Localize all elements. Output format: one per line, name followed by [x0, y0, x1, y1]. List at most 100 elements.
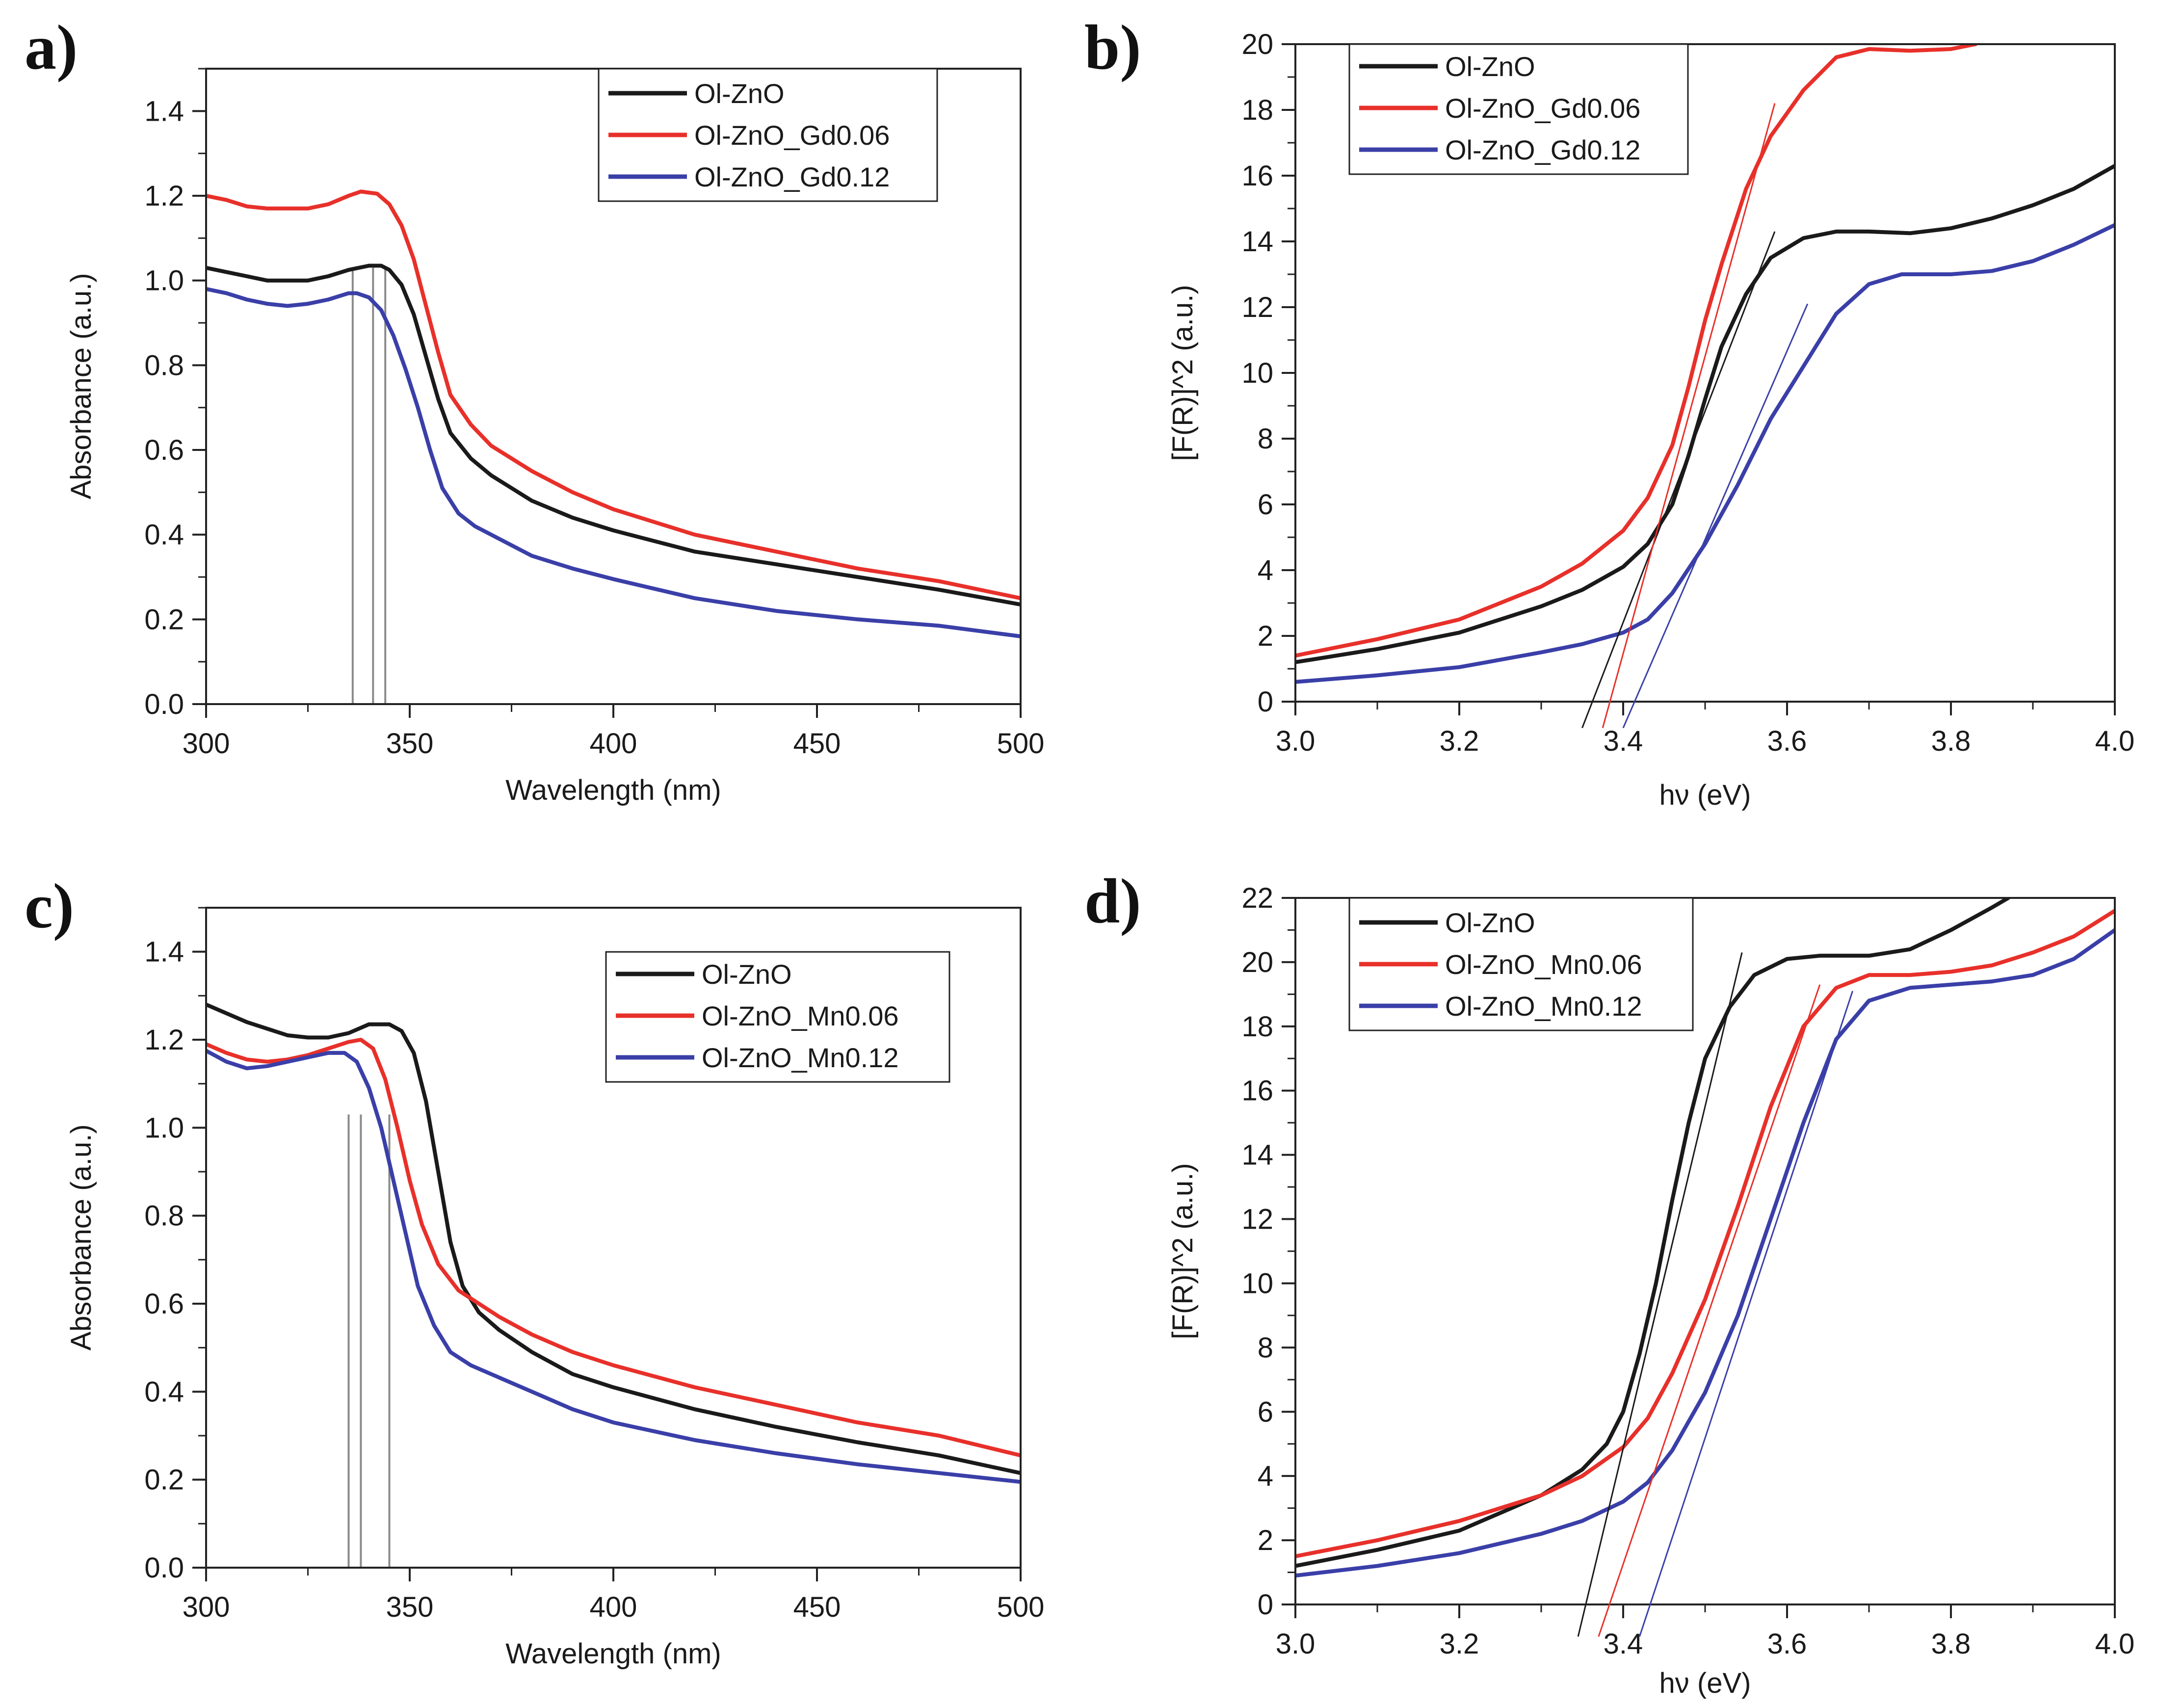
panel-d-ytick-label-1: 2	[1258, 1524, 1273, 1556]
panel-d-ytick-label-10: 20	[1241, 946, 1273, 978]
panel-c-series-2	[206, 1049, 1021, 1484]
panel-a: a) 300 350 400 450 500 0.0 0.2 0.4 0.6 0.8 1.0 1.2 1…	[25, 12, 1044, 806]
panel-b-ytick-label-7: 14	[1241, 226, 1273, 258]
panel-b-label: b)	[1084, 12, 1141, 83]
panel-d-ylabel: [F(R)]^2 (a.u.)	[1167, 1163, 1199, 1339]
panel-a-ytick-label-2: 0.4	[144, 519, 184, 551]
panel-c-xlabel: Wavelength (nm)	[505, 1638, 721, 1670]
panel-a-series-2	[206, 287, 1021, 638]
panel-b: b) 3.0 3.2 3.4 3.6 3.8 4.0 0 2 4 6 8 10 12 14 16 18 20 h…	[1084, 12, 2134, 811]
panel-d-ytick-label-8: 16	[1241, 1075, 1273, 1107]
panel-c-xtick-label-4: 500	[997, 1591, 1045, 1623]
panel-d-ytick-label-0: 0	[1258, 1589, 1273, 1621]
panel-b-tangent-line-0	[1581, 231, 1776, 729]
panel-d-xtick-label-5: 4.0	[2095, 1628, 2135, 1660]
panel-c-legend-label-0: Ol-ZnO	[702, 959, 792, 990]
panel-a-series-0	[206, 263, 1021, 607]
panel-a-xtick-label-0: 300	[183, 728, 230, 760]
panel-b-legend: Ol-ZnO Ol-ZnO_Gd0.06 Ol-ZnO_Gd0.12	[1348, 43, 1689, 175]
panel-c-ytick-label-2: 0.4	[144, 1376, 184, 1408]
panel-c-ytick-label-7: 1.4	[144, 936, 184, 968]
panel-d-legend-label-1: Ol-ZnO_Mn0.06	[1445, 949, 1642, 980]
panel-c-ytick-label-1: 0.2	[144, 1464, 184, 1496]
panel-b-ytick-label-0: 0	[1258, 686, 1273, 718]
panel-a-legend-label-2: Ol-ZnO_Gd0.12	[694, 161, 890, 192]
panel-d-ytick-label-4: 8	[1258, 1332, 1273, 1364]
panel-c-ytick-label-6: 1.2	[144, 1024, 184, 1056]
panel-a-legend: Ol-ZnO Ol-ZnO_Gd0.06 Ol-ZnO_Gd0.12	[598, 68, 938, 202]
panel-d-xtick-label-3: 3.6	[1767, 1628, 1807, 1660]
panel-d-ytick-label-7: 14	[1241, 1139, 1273, 1171]
panel-d: d) 3.0 3.2 3.4 3.6 3.8 4.0 0 2 4 6 8 10 12 14 16 18 20 22…	[1084, 866, 2134, 1699]
panel-c-ytick-label-4: 0.8	[144, 1200, 184, 1232]
panel-c-xtick-label-2: 400	[590, 1591, 637, 1623]
panel-b-series-1	[1295, 44, 1978, 658]
panel-c-ytick-label-5: 1.0	[144, 1112, 184, 1144]
panel-c-series-0	[206, 1002, 1021, 1475]
panel-b-series-2	[1295, 223, 2115, 684]
panel-b-ytick-label-6: 12	[1241, 291, 1273, 323]
panel-b-ytick-label-4: 8	[1258, 423, 1273, 455]
panel-d-ytick-label-2: 4	[1258, 1460, 1273, 1492]
panel-b-xtick-label-0: 3.0	[1276, 725, 1316, 757]
panel-b-ytick-label-2: 4	[1258, 554, 1273, 586]
panel-d-ytick-label-3: 6	[1258, 1396, 1273, 1428]
panel-a-label: a)	[25, 12, 78, 83]
panel-d-series-1	[1295, 909, 2115, 1558]
panel-b-tangent-line-2	[1622, 303, 1809, 729]
panel-a-xlabel: Wavelength (nm)	[505, 774, 721, 806]
panel-d-ytick-label-9: 18	[1241, 1011, 1273, 1043]
panel-a-xtick-label-4: 500	[997, 728, 1045, 760]
panel-d-xlabel: hν (eV)	[1659, 1667, 1751, 1699]
panel-c-label: c)	[25, 871, 74, 942]
panel-b-ytick-label-5: 10	[1241, 357, 1273, 389]
panel-d-legend-label-0: Ol-ZnO	[1445, 907, 1535, 938]
panel-d-xtick-label-1: 3.2	[1440, 1628, 1479, 1660]
panel-c-ylabel: Absorbance (a.u.)	[65, 1124, 97, 1350]
panel-d-xtick-label-0: 3.0	[1276, 1628, 1316, 1660]
panel-d-xtick-label-2: 3.4	[1604, 1628, 1643, 1660]
panel-c-xtick-label-1: 350	[386, 1591, 434, 1623]
panel-a-ytick-label-1: 0.2	[144, 604, 184, 635]
panel-b-ytick-label-1: 2	[1258, 620, 1273, 652]
panel-c-xtick-label-3: 450	[793, 1591, 841, 1623]
panel-d-tangent-line-1	[1598, 984, 1821, 1637]
panel-b-ylabel: [F(R)]^2 (a.u.)	[1167, 285, 1199, 461]
panel-a-ytick-label-7: 1.4	[144, 95, 184, 127]
panel-a-ytick-label-3: 0.6	[144, 434, 184, 466]
panel-a-legend-label-1: Ol-ZnO_Gd0.06	[694, 120, 890, 151]
panel-c-legend-label-2: Ol-ZnO_Mn0.12	[702, 1042, 899, 1073]
panel-c-series-1	[206, 1038, 1021, 1458]
panel-d-xtick-label-4: 3.8	[1931, 1628, 1971, 1660]
panel-d-tangent-line-0	[1577, 952, 1743, 1637]
panel-b-ytick-label-8: 16	[1241, 160, 1273, 192]
panel-a-xtick-label-1: 350	[386, 728, 434, 760]
panel-b-xtick-label-1: 3.2	[1440, 725, 1479, 757]
panel-c-legend: Ol-ZnO Ol-ZnO_Mn0.06 Ol-ZnO_Mn0.12	[605, 951, 950, 1083]
panel-a-ytick-label-4: 0.8	[144, 349, 184, 381]
panel-b-xtick-label-5: 4.0	[2095, 725, 2135, 757]
panel-b-legend-label-0: Ol-ZnO	[1445, 51, 1535, 82]
panel-a-legend-label-0: Ol-ZnO	[694, 78, 785, 109]
panel-a-ytick-label-5: 1.0	[144, 265, 184, 297]
panel-c-ytick-label-0: 0.0	[144, 1552, 184, 1584]
panel-d-series-2	[1295, 928, 2115, 1578]
panel-d-ytick-label-5: 10	[1241, 1267, 1273, 1299]
panel-a-ytick-label-6: 1.2	[144, 180, 184, 212]
panel-b-ytick-label-9: 18	[1241, 94, 1273, 126]
panel-d-label: d)	[1084, 866, 1141, 937]
panel-a-series-1	[206, 189, 1021, 601]
panel-d-tangent-line-2	[1638, 991, 1854, 1637]
panel-c-legend-label-1: Ol-ZnO_Mn0.06	[702, 1000, 899, 1031]
panel-b-xtick-label-4: 3.8	[1931, 725, 1971, 757]
panel-d-ytick-label-6: 12	[1241, 1204, 1273, 1235]
panel-a-xtick-label-3: 450	[793, 728, 841, 760]
panel-b-xlabel: hν (eV)	[1659, 779, 1751, 811]
panel-b-xtick-label-2: 3.4	[1604, 725, 1643, 757]
panel-a-ytick-label-0: 0.0	[144, 688, 184, 720]
panel-b-legend-label-1: Ol-ZnO_Gd0.06	[1445, 93, 1640, 124]
panel-d-legend: Ol-ZnO Ol-ZnO_Mn0.06 Ol-ZnO_Mn0.12	[1348, 897, 1694, 1031]
panel-d-legend-label-2: Ol-ZnO_Mn0.12	[1445, 991, 1642, 1022]
panel-b-tangent-line-1	[1602, 103, 1776, 728]
